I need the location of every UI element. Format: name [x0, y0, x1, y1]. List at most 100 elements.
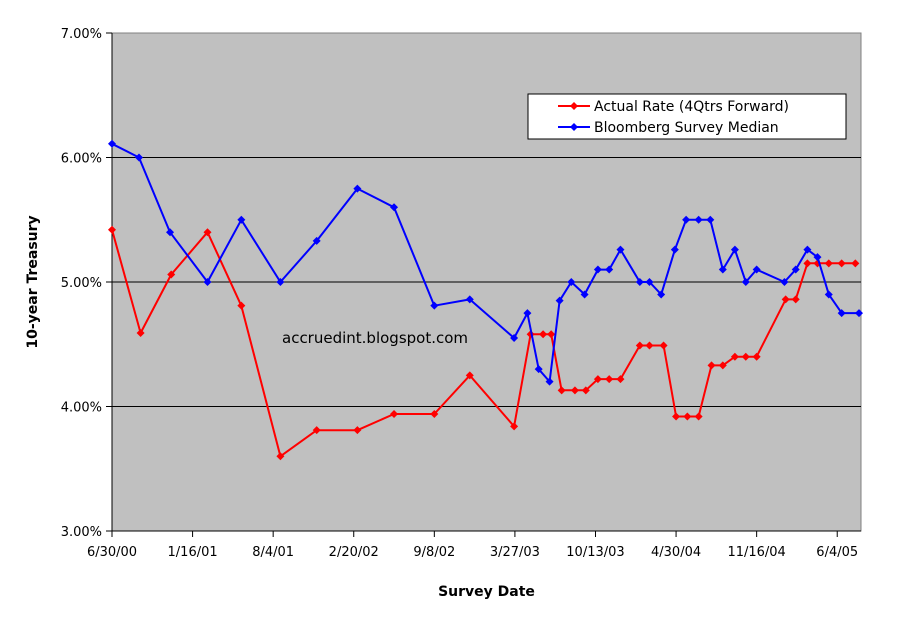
data-point: [593, 265, 602, 274]
data-point: [593, 375, 602, 384]
x-tick-label: 6/30/00: [87, 545, 137, 560]
y-tick-label: 3.00%: [61, 525, 102, 540]
y-tick-label: 4.00%: [61, 401, 102, 416]
data-point: [203, 278, 212, 286]
data-point: [659, 341, 668, 350]
data-point: [136, 329, 145, 338]
data-point: [430, 301, 439, 310]
data-point: [694, 215, 703, 224]
data-point: [730, 245, 739, 254]
x-tick-label: 6/4/05: [816, 545, 858, 560]
data-point: [707, 361, 716, 370]
data-point: [557, 386, 566, 395]
data-point: [741, 278, 750, 286]
x-tick-label: 10/13/03: [566, 545, 624, 560]
x-tick-label: 2/20/02: [329, 545, 379, 560]
y-tick-label: 5.00%: [61, 276, 102, 291]
data-point: [694, 412, 703, 421]
data-point: [605, 375, 614, 384]
data-point: [837, 309, 846, 318]
x-tick-label: 11/16/04: [727, 545, 785, 560]
data-point: [635, 278, 644, 286]
series-layer: [108, 139, 863, 461]
data-point: [430, 409, 439, 418]
legend-entry: Bloomberg Survey Median: [558, 120, 779, 136]
data-point: [803, 259, 812, 268]
legend-box: [527, 93, 847, 140]
x-tick-label: 1/16/01: [168, 545, 218, 560]
data-point: [545, 377, 554, 386]
data-point: [718, 265, 727, 274]
data-point: [534, 365, 543, 374]
data-point: [837, 259, 846, 268]
data-point: [635, 341, 644, 350]
data-point: [657, 290, 666, 299]
x-tick-label: 4/30/04: [651, 545, 701, 560]
data-point: [781, 295, 790, 304]
data-point: [312, 236, 321, 245]
data-point: [465, 371, 474, 380]
y-axis-ticks: 3.00% 4.00% 5.00% 6.00% 7.00%: [61, 27, 112, 540]
data-point: [682, 215, 691, 224]
y-tick-label: 7.00%: [61, 27, 102, 42]
data-point: [803, 245, 812, 254]
data-point: [312, 426, 321, 435]
legend-entry: Actual Rate (4Qtrs Forward): [558, 99, 789, 115]
x-axis-ticks: 6/30/00 1/16/01 8/4/01 2/20/02 9/8/02 3/27/03…: [87, 531, 858, 560]
data-point: [730, 352, 739, 361]
legend-swatch-marker: [570, 123, 578, 131]
data-point: [570, 386, 579, 395]
legend: Actual Rate (4Qtrs Forward) Bloomberg Sur…: [527, 93, 847, 140]
data-point: [580, 290, 589, 299]
x-tick-label: 9/8/02: [413, 545, 455, 560]
data-point: [616, 245, 625, 254]
data-point: [510, 334, 519, 343]
data-point: [276, 278, 285, 286]
x-tick-label: 3/27/03: [490, 545, 540, 560]
x-tick-label: 8/4/01: [252, 545, 294, 560]
data-point: [555, 296, 564, 305]
legend-label: Bloomberg Survey Median: [594, 120, 779, 136]
data-point: [752, 352, 761, 361]
data-point: [752, 265, 761, 274]
legend-label: Actual Rate (4Qtrs Forward): [594, 99, 789, 115]
data-point: [167, 270, 176, 279]
gridlines: [112, 157, 861, 407]
data-point: [824, 290, 833, 299]
data-point: [616, 375, 625, 384]
data-point: [237, 215, 246, 224]
data-point: [539, 330, 548, 339]
data-point: [108, 139, 116, 148]
data-point: [547, 330, 556, 339]
data-point: [581, 386, 590, 395]
data-point: [237, 301, 246, 310]
data-point: [203, 228, 212, 237]
legend-items: Actual Rate (4Qtrs Forward) Bloomberg Sur…: [558, 99, 789, 136]
data-point: [645, 341, 654, 350]
data-point: [390, 409, 399, 418]
watermark-annotation: accruedint.blogspot.com: [282, 329, 468, 347]
data-point: [718, 361, 727, 370]
data-point: [813, 253, 822, 262]
y-axis-title: 10-year Treasury: [25, 215, 41, 348]
data-point: [854, 309, 863, 318]
data-point: [510, 422, 519, 431]
data-point: [108, 225, 116, 234]
data-point: [605, 265, 614, 274]
data-point: [851, 259, 860, 268]
data-point: [706, 215, 715, 224]
data-point: [824, 259, 833, 268]
y-tick-label: 6.00%: [61, 152, 102, 167]
data-point: [672, 412, 681, 421]
data-point: [670, 245, 679, 254]
data-point: [353, 426, 362, 435]
data-point: [791, 295, 800, 304]
legend-swatch-marker: [570, 102, 578, 110]
data-point: [567, 278, 576, 286]
series-1: [108, 225, 860, 461]
data-point: [741, 352, 750, 361]
data-point: [353, 184, 362, 193]
data-point: [276, 452, 285, 461]
data-point: [791, 265, 800, 274]
